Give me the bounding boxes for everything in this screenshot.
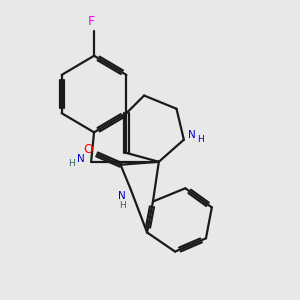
Text: F: F	[88, 15, 95, 28]
Text: N: N	[118, 191, 126, 201]
Text: N: N	[77, 154, 85, 164]
Text: N: N	[188, 130, 196, 140]
Text: H: H	[69, 159, 75, 168]
Text: H: H	[198, 135, 204, 144]
Text: O: O	[83, 143, 93, 157]
Text: H: H	[119, 201, 125, 210]
